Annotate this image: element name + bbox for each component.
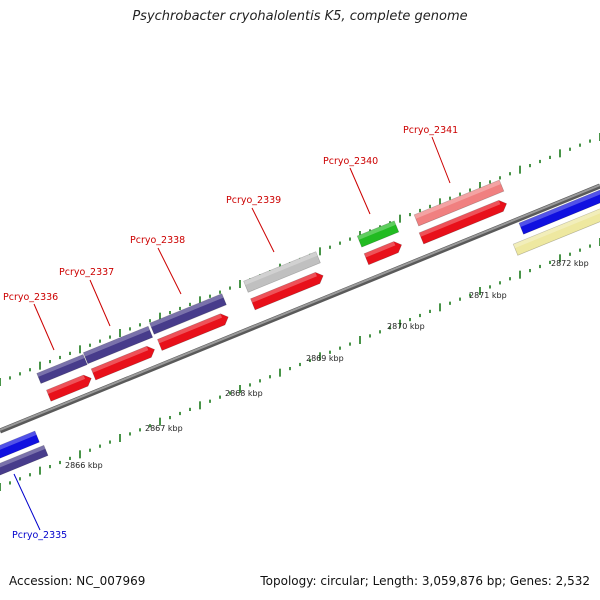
gene-bar-2340 [356,220,400,248]
cds-arrow-2339 [250,272,324,311]
gene-label: Pcryo_2340 [323,156,378,167]
backbone-line [0,183,600,434]
gene-label: Pcryo_2337 [59,267,114,278]
map-title: Psychrobacter cryohalolentis K5, complet… [132,9,468,24]
axis-tick-label: 2871 kbp [469,291,507,300]
cds-arrow-2338 [157,313,229,351]
gene-label: Pcryo_2335 [12,530,67,541]
axis-tick-label: 2869 kbp [306,354,344,363]
gene-bar-2337 [82,325,154,365]
axis-tick-label: 2866 kbp [65,461,103,470]
gene-bar-2338 [149,293,227,335]
gene-label: Pcryo_2341 [403,125,458,136]
gene-label-leader [157,247,182,295]
cds-arrow-2336 [46,374,92,402]
gene-bar-2343 [512,208,600,256]
tick-dot-rows [0,133,600,491]
cds-arrow-2340 [363,241,402,266]
gene-bar-2335 [0,444,49,478]
gene-label-leader [251,207,275,253]
tick-labels: 2866 kbp 2867 kbp 2868 kbp 2869 kbp 2870 kbp… [65,259,589,470]
gene-label-leader [349,167,371,215]
gene-bar-2341 [413,179,505,227]
axis-tick-label: 2872 kbp [551,259,589,268]
axis-tick-label: 2870 kbp [387,322,425,331]
axis-tick-label: 2867 kbp [145,424,183,433]
gene-label: Pcryo_2338 [130,235,185,246]
gene-label-leader [89,279,111,327]
gene-label-leader [13,473,41,531]
cds-arrow-2337 [90,345,155,381]
cds-arrow-2341 [418,199,507,245]
gene-label-leader [33,303,55,351]
gene-bar-2336 [36,354,88,384]
gene-labels: Pcryo_2335 Pcryo_2336 Pcryo_2337 Pcryo_2338… [3,125,458,541]
genome-info-text: Topology: circular; Length: 3,059,876 bp… [260,574,590,588]
gene-bar-2335-top [0,430,40,462]
gene-bar-2339 [243,251,321,293]
gene-label-leader [431,136,451,184]
gene-label: Pcryo_2339 [226,195,281,206]
gene-label: Pcryo_2336 [3,292,58,303]
accession-text: Accession: NC_007969 [9,574,146,588]
gene-bar-2342 [518,189,600,235]
axis-tick-label: 2868 kbp [225,389,263,398]
gene-features [0,179,600,478]
